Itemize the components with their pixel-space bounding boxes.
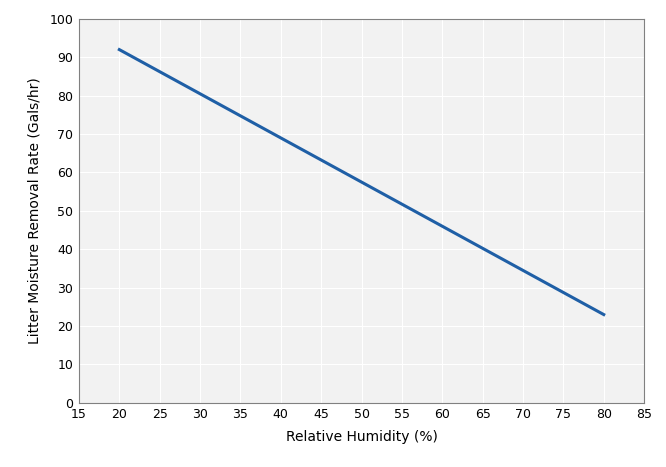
Y-axis label: Litter Moisture Removal Rate (Gals/hr): Litter Moisture Removal Rate (Gals/hr) [27,78,41,344]
X-axis label: Relative Humidity (%): Relative Humidity (%) [286,430,438,444]
